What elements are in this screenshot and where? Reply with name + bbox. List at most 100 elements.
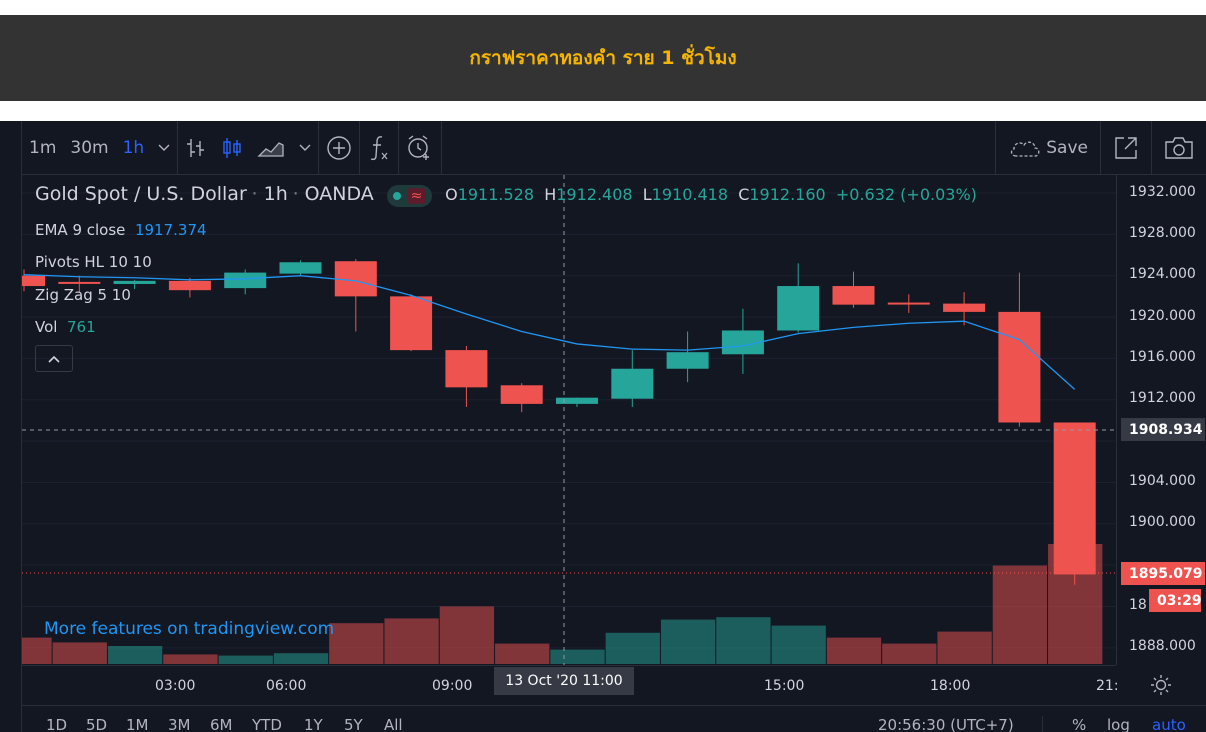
volume-legend-row[interactable]: Vol 761 <box>35 318 96 336</box>
bar-countdown-label: 03:29 <box>1149 589 1202 612</box>
volume-bar <box>384 618 439 664</box>
candle-body <box>556 397 598 404</box>
banner-title: กราฟราคาทองคำ ราย 1 ชั่วโมง <box>469 47 737 69</box>
compare-button[interactable] <box>319 121 359 175</box>
toolbar-right-group: Save <box>995 121 1206 175</box>
price-tick-label: 1904.000 <box>1129 473 1196 489</box>
volume-bar <box>660 619 716 664</box>
style-dropdown-button[interactable] <box>292 121 318 175</box>
area-chart-icon <box>257 141 284 157</box>
save-button[interactable]: Save <box>996 121 1100 175</box>
volume-label: Vol <box>35 318 58 336</box>
volume-bar <box>107 646 163 664</box>
candle-body <box>832 286 875 305</box>
price-tick-label: 1924.000 <box>1129 266 1196 282</box>
range-button-1m[interactable]: 1M <box>126 716 149 732</box>
market-status-badge[interactable]: ≈ <box>386 184 433 207</box>
ema-label: EMA 9 close <box>35 221 126 239</box>
open-label: O <box>445 185 458 204</box>
high-value: 1912.408 <box>556 185 633 204</box>
range-button-ytd[interactable]: YTD <box>252 716 282 732</box>
candles-icon <box>223 137 241 158</box>
range-button-3m[interactable]: 3M <box>168 716 191 732</box>
gear-icon <box>1151 675 1171 695</box>
range-button-5y[interactable]: 5Y <box>344 716 363 732</box>
change-value: +0.632 (+0.03%) <box>835 185 977 204</box>
alert-button[interactable] <box>399 121 441 175</box>
price-tick-label: 1888.000 <box>1129 638 1196 654</box>
volume-bar <box>22 637 52 664</box>
camera-icon <box>1165 137 1193 159</box>
interval-dropdown-button[interactable] <box>151 121 177 175</box>
legend-separator: · <box>251 183 264 205</box>
area-style-button[interactable] <box>250 121 292 175</box>
candle-body <box>445 350 488 388</box>
time-tick-label: 09:00 <box>432 678 473 694</box>
indicators-button[interactable] <box>360 121 398 175</box>
clock-label[interactable]: 20:56:30 (UTC+7) <box>878 716 1014 732</box>
candle-body <box>721 330 764 355</box>
toolbar-divider <box>177 121 179 175</box>
candle-body <box>1053 422 1096 575</box>
candle-body <box>943 303 986 312</box>
volume-bar <box>716 617 771 664</box>
range-button-all[interactable]: All <box>384 716 403 732</box>
crosshair-time-label: 13 Oct '20 11:00 <box>494 667 634 695</box>
time-tick-label: 06:00 <box>266 678 307 694</box>
percent-scale-button[interactable]: % <box>1072 716 1087 732</box>
candle-body <box>611 368 654 399</box>
candles-style-button[interactable] <box>214 121 250 175</box>
range-button-1d[interactable]: 1D <box>46 716 68 732</box>
volume-bar <box>771 625 826 664</box>
save-label: Save <box>1046 138 1088 158</box>
range-button-6m[interactable]: 6M <box>210 716 233 732</box>
market-open-dot-icon <box>392 191 401 200</box>
volume-bar <box>218 655 273 664</box>
price-tick-label: 1900.000 <box>1129 514 1196 530</box>
external-link-icon <box>1115 137 1137 159</box>
volume-bar <box>826 637 882 664</box>
popout-button[interactable] <box>1101 121 1151 175</box>
time-tick-label: 15:00 <box>764 678 805 694</box>
page-banner: กราฟราคาทองคำ ราย 1 ชั่วโมง <box>0 15 1206 101</box>
snapshot-button[interactable] <box>1152 121 1206 175</box>
crosshair-price-label: 1908.934 <box>1121 418 1205 441</box>
close-label: C <box>738 185 750 204</box>
chart-toolbar: 1m 30m 1h <box>22 121 1206 175</box>
range-button-5d[interactable]: 5D <box>86 716 108 732</box>
interval-1m-button[interactable]: 1m <box>29 137 57 158</box>
candle-body <box>666 352 709 369</box>
ema-legend-row[interactable]: EMA 9 close 1917.374 <box>35 221 207 239</box>
time-axis[interactable]: 03:00 06:00 09:00 15:00 18:00 21: 13 Oct '20 … <box>22 665 1171 705</box>
zigzag-legend-row[interactable]: Zig Zag 5 10 <box>35 286 131 304</box>
volume-bar <box>882 643 937 664</box>
range-button-1y[interactable]: 1Y <box>304 716 323 732</box>
candle-body <box>998 311 1041 423</box>
open-value: 1911.528 <box>457 185 535 204</box>
price-axis[interactable]: 1932.000 1928.000 1924.000 1920.000 1916.000… <box>1116 175 1206 665</box>
candle-body <box>390 296 433 351</box>
pivots-legend-row[interactable]: Pivots HL 10 10 <box>35 253 152 271</box>
interval-1h-button[interactable]: 1h <box>122 137 145 158</box>
tradingview-widget: 1m 30m 1h <box>0 121 1206 732</box>
time-tick-label: 18:00 <box>930 678 971 694</box>
log-scale-button[interactable]: log <box>1107 716 1130 732</box>
volume-bar <box>605 632 660 664</box>
candle-body <box>224 272 267 289</box>
toolbar-divider <box>441 121 443 175</box>
tradingview-link[interactable]: More features on tradingview.com <box>44 619 335 639</box>
toolbar-divider <box>359 121 361 175</box>
function-icon <box>370 135 388 160</box>
time-tick-label: 21: <box>1096 678 1119 694</box>
symbol-title[interactable]: Gold Spot / U.S. Dollar <box>35 183 247 205</box>
collapse-legend-button[interactable] <box>35 345 73 372</box>
bottom-range-bar: 1D 5D 1M 3M 6M YTD 1Y 5Y All 20:56:30 (UTC+7) % … <box>22 705 1206 732</box>
chart-settings-button[interactable] <box>1150 674 1172 700</box>
time-tick-label: 03:00 <box>155 678 196 694</box>
interval-30m-button[interactable]: 30m <box>70 137 109 158</box>
bar-style-button[interactable] <box>178 121 214 175</box>
auto-scale-button[interactable]: auto <box>1152 716 1186 732</box>
price-chart-pane[interactable] <box>22 175 1116 665</box>
bottom-divider <box>1042 716 1043 732</box>
low-label: L <box>642 185 652 204</box>
